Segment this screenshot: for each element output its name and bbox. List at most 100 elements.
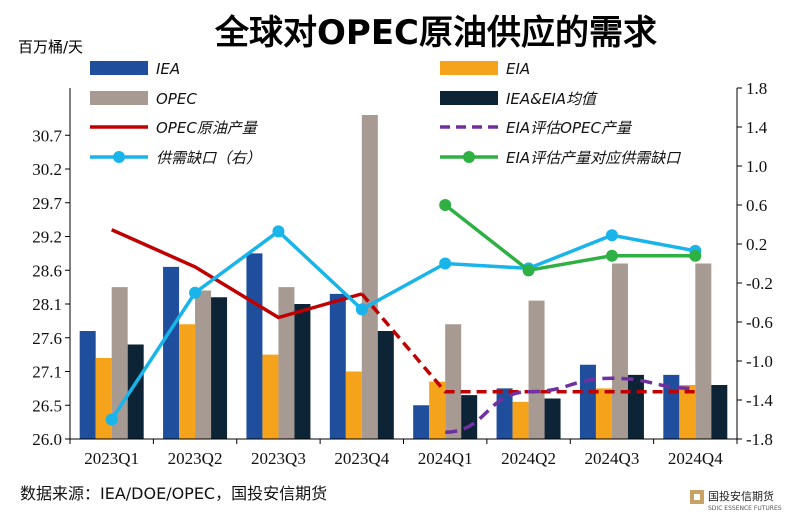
legend-item: EIA评估OPEC产量 bbox=[440, 119, 633, 137]
x-tick-label: 2023Q4 bbox=[334, 449, 389, 468]
bar-IEA&EIA均值 bbox=[294, 304, 311, 439]
bar-EIA bbox=[95, 358, 112, 439]
bar-IEA&EIA均值 bbox=[711, 385, 728, 439]
bar-IEA bbox=[413, 405, 430, 439]
y-left-tick-label: 28.6 bbox=[32, 261, 62, 280]
point-供需缺口（右） bbox=[189, 286, 202, 299]
y-right-tick-label: -1.4 bbox=[746, 391, 773, 410]
y-right-tick-label: 1.0 bbox=[746, 157, 767, 176]
bar-IEA&EIA均值 bbox=[627, 374, 644, 439]
bar-EIA bbox=[679, 385, 696, 439]
y-left-tick-label: 26.5 bbox=[32, 396, 62, 415]
legend-item: EIA评估产量对应供需缺口 bbox=[440, 149, 681, 167]
line-OPEC原油产量 bbox=[110, 228, 363, 320]
text-layer: 全球对OPEC原油供应的需求 百万桶/天 数据来源：IEA/DOE/OPEC，国… bbox=[18, 13, 657, 503]
point-供需缺口（右） bbox=[272, 225, 285, 238]
logo-text: 国投安信期货 bbox=[708, 489, 774, 503]
x-tick-label: 2023Q3 bbox=[251, 449, 306, 468]
point-供需缺口（右） bbox=[439, 257, 452, 270]
legend-swatch bbox=[440, 91, 498, 105]
bar-OPEC bbox=[445, 324, 462, 439]
left-axis-unit: 百万桶/天 bbox=[18, 38, 83, 56]
x-tick-label: 2024Q4 bbox=[668, 449, 723, 468]
y-right-tick-label: 1.8 bbox=[746, 79, 767, 98]
bar-OPEC bbox=[695, 263, 712, 439]
legend-label: IEA&EIA均值 bbox=[506, 90, 598, 108]
y-left-tick-label: 29.7 bbox=[32, 194, 62, 213]
bar-IEA bbox=[163, 266, 180, 439]
x-tick-label: 2024Q1 bbox=[418, 449, 473, 468]
legend-item: 供需缺口（右） bbox=[90, 149, 261, 167]
y-right-tick-label: 0.2 bbox=[746, 235, 767, 254]
bar-EIA bbox=[345, 371, 362, 439]
line-EIA评估产量对应供需缺口 bbox=[444, 203, 696, 273]
legend-label: OPEC原油产量 bbox=[156, 119, 259, 137]
y-left-tick-label: 27.1 bbox=[32, 363, 62, 382]
legend-marker bbox=[113, 151, 125, 163]
axes-layer: 26.0 26.5 27.1 27.6 28.1 28.6 29.2 29.7 30.2 30.7… bbox=[32, 79, 773, 468]
point-EIA评估产量对应供需缺口 bbox=[689, 249, 702, 262]
legend-label: EIA评估OPEC产量 bbox=[506, 119, 633, 137]
bar-EIA bbox=[179, 324, 196, 439]
bar-OPEC bbox=[195, 290, 212, 439]
logo-subtext: SDIC ESSENCE FUTURES bbox=[708, 505, 782, 512]
point-EIA评估产量对应供需缺口 bbox=[522, 264, 535, 277]
logo-mark-inner bbox=[694, 494, 700, 500]
y-left-tick-label: 26.0 bbox=[32, 430, 62, 449]
x-tick-label: 2023Q1 bbox=[84, 449, 139, 468]
legend-item: IEA&EIA均值 bbox=[440, 90, 598, 108]
legend-label: EIA评估产量对应供需缺口 bbox=[506, 149, 681, 167]
bar-IEA&EIA均值 bbox=[211, 297, 228, 439]
y-right-tick-label: 1.4 bbox=[746, 118, 768, 137]
legend-item: EIA bbox=[440, 60, 530, 78]
lines-layer bbox=[105, 199, 702, 434]
bar-IEA&EIA均值 bbox=[461, 395, 478, 439]
chart-title: 全球对OPEC原油供应的需求 bbox=[214, 13, 657, 53]
y-left-tick-label: 29.2 bbox=[32, 228, 62, 247]
x-tick-label: 2024Q3 bbox=[585, 449, 640, 468]
bar-EIA bbox=[429, 381, 446, 439]
source-note: 数据来源：IEA/DOE/OPEC，国投安信期货 bbox=[20, 484, 327, 503]
legend-swatch bbox=[90, 61, 148, 75]
y-right-tick-label: -0.6 bbox=[746, 313, 773, 332]
y-left-tick-label: 30.7 bbox=[32, 126, 62, 145]
point-EIA评估产量对应供需缺口 bbox=[605, 249, 618, 262]
y-right-tick-label: -0.2 bbox=[746, 274, 773, 293]
y-left-tick-label: 27.6 bbox=[32, 329, 62, 348]
point-供需缺口（右） bbox=[105, 413, 118, 426]
line-EIA评估OPEC产量 bbox=[445, 376, 696, 434]
y-right-tick-label: -1.0 bbox=[746, 352, 773, 371]
bar-EIA bbox=[512, 401, 529, 439]
bar-OPEC bbox=[611, 263, 628, 439]
legend: IEA EIA OPEC IEA&EIA均值 OPEC原油产量 EIA评估OPEC产量供需… bbox=[90, 60, 681, 167]
bar-IEA bbox=[79, 331, 96, 439]
legend-label: EIA bbox=[506, 60, 530, 78]
legend-label: 供需缺口（右） bbox=[156, 149, 261, 167]
bar-IEA bbox=[329, 293, 346, 439]
y-left-tick-label: 28.1 bbox=[32, 295, 62, 314]
x-tick-label: 2023Q2 bbox=[168, 449, 223, 468]
point-供需缺口（右） bbox=[355, 303, 368, 316]
legend-marker bbox=[463, 151, 475, 163]
bar-IEA bbox=[579, 364, 596, 439]
point-供需缺口（右） bbox=[605, 229, 618, 242]
bar-OPEC bbox=[528, 300, 545, 439]
legend-item: IEA bbox=[90, 60, 180, 78]
y-right-tick-label: -1.8 bbox=[746, 430, 773, 449]
x-tick-label: 2024Q2 bbox=[501, 449, 556, 468]
legend-label: OPEC bbox=[156, 90, 197, 108]
bar-IEA&EIA均值 bbox=[377, 331, 394, 439]
bar-IEA bbox=[246, 253, 263, 439]
legend-label: IEA bbox=[156, 60, 180, 78]
bar-IEA&EIA均值 bbox=[127, 344, 144, 439]
line-供需缺口（右） bbox=[110, 229, 696, 421]
bar-EIA bbox=[262, 354, 279, 439]
legend-item: OPEC原油产量 bbox=[90, 119, 259, 137]
bar-OPEC bbox=[278, 287, 295, 439]
bar-EIA bbox=[595, 388, 612, 439]
legend-swatch bbox=[440, 61, 498, 75]
y-left-tick-label: 30.2 bbox=[32, 160, 62, 179]
bar-IEA&EIA均值 bbox=[544, 398, 561, 439]
legend-item: OPEC bbox=[90, 90, 197, 108]
bar-OPEC bbox=[361, 115, 378, 439]
